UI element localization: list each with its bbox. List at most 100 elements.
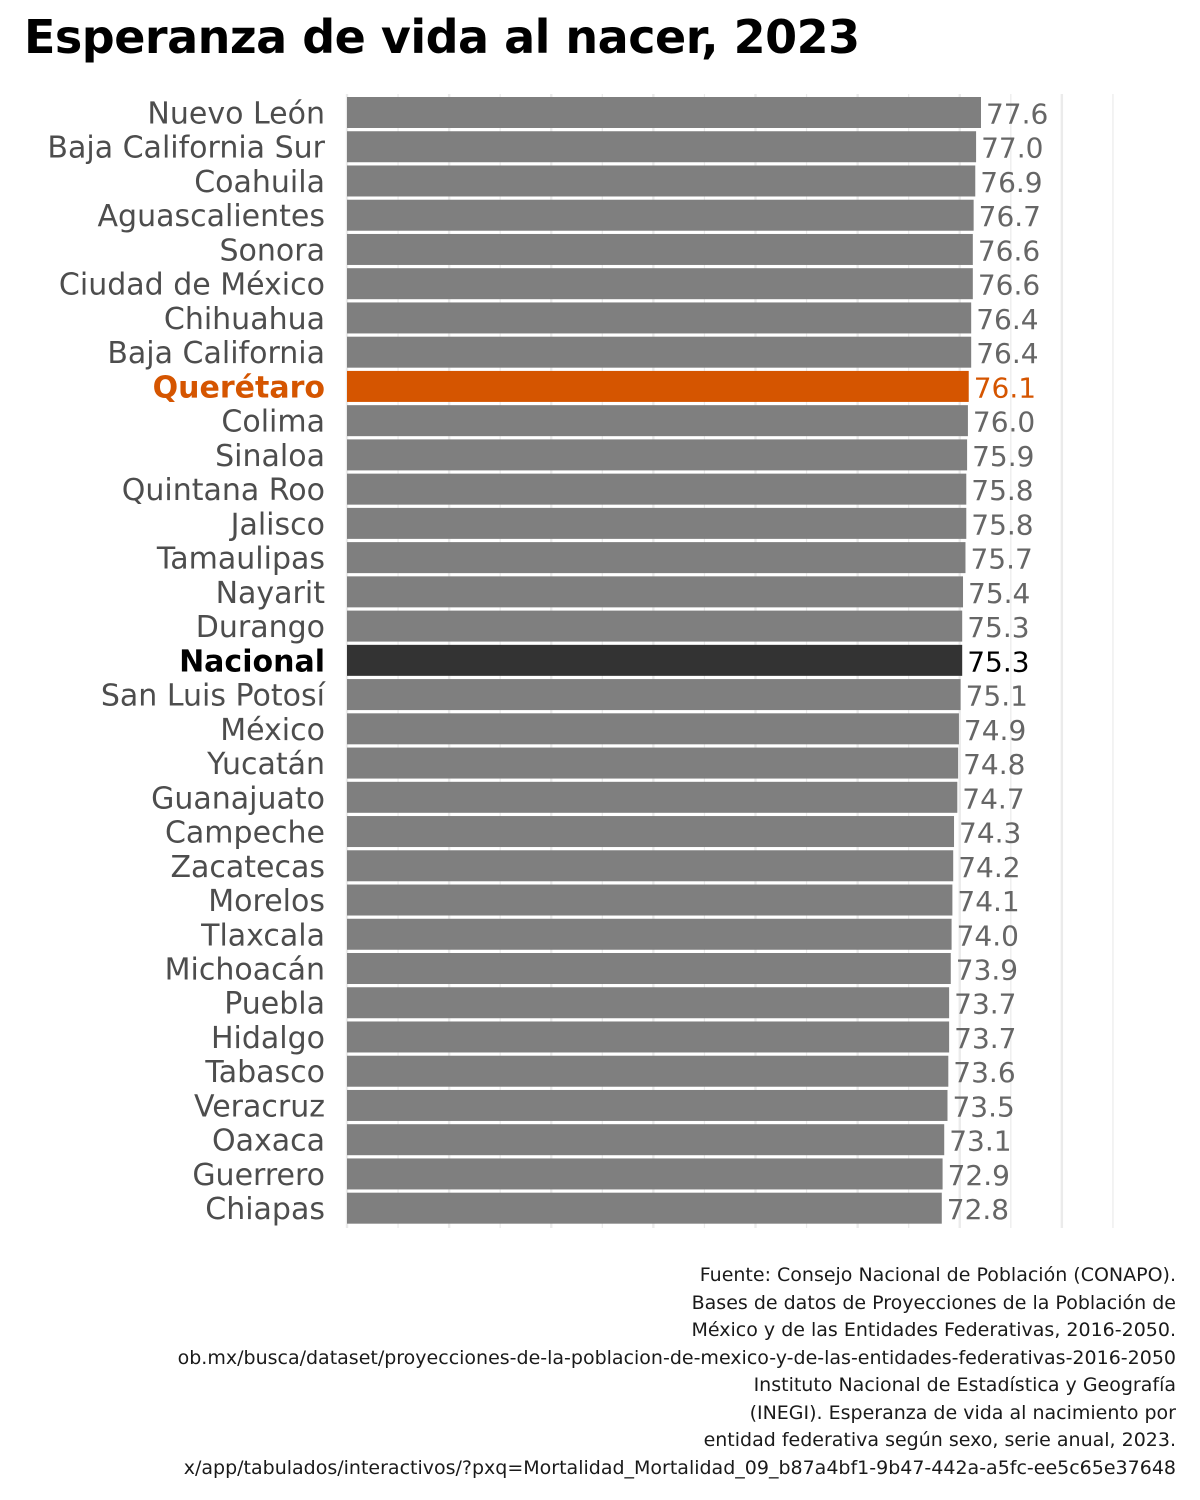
value-label: 77.0	[981, 132, 1043, 165]
category-label: Yucatán	[206, 747, 325, 782]
category-label: Sinaloa	[215, 439, 325, 474]
value-label: 75.9	[972, 440, 1034, 473]
source-line: Bases de datos de Proyecciones de la Pob…	[691, 1291, 1176, 1314]
category-label: Querétaro	[153, 370, 325, 405]
value-label: 74.9	[964, 714, 1026, 747]
value-label: 75.4	[968, 577, 1030, 610]
value-label: 76.0	[973, 406, 1035, 439]
bar	[347, 713, 959, 745]
category-label: Tamaulipas	[156, 542, 325, 577]
bar	[347, 199, 974, 231]
bar	[347, 850, 954, 882]
value-label: 77.6	[986, 98, 1048, 131]
bar	[347, 1158, 943, 1190]
category-label: Tabasco	[204, 1055, 325, 1090]
source-url: ob.mx/busca/dataset/proyecciones-de-la-p…	[177, 1346, 1176, 1369]
value-label: 72.8	[947, 1193, 1009, 1226]
category-label: Morelos	[208, 884, 325, 919]
value-label: 76.6	[978, 269, 1040, 302]
category-label: Puebla	[224, 987, 325, 1022]
category-label: Chihuahua	[164, 302, 325, 337]
value-label: 76.4	[976, 337, 1038, 370]
value-label: 73.7	[954, 1022, 1016, 1055]
bar	[347, 302, 972, 334]
value-label: 76.1	[974, 371, 1036, 404]
category-label: Guerrero	[192, 1158, 325, 1193]
category-label: Oaxaca	[212, 1124, 325, 1159]
category-label: Aguascalientes	[98, 199, 325, 234]
bar	[347, 610, 963, 642]
value-label: 73.9	[956, 954, 1018, 987]
bar	[347, 918, 952, 950]
category-label: Nayarit	[216, 576, 326, 611]
value-label: 74.3	[959, 817, 1021, 850]
value-label: 75.7	[970, 543, 1032, 576]
value-label: 75.3	[967, 645, 1029, 678]
source-line: Fuente: Consejo Nacional de Población (C…	[699, 1264, 1176, 1286]
category-label: San Luis Potosí	[101, 679, 327, 714]
source-line: México y de las Entidades Federativas, 2…	[691, 1319, 1176, 1341]
category-label: Michoacán	[165, 953, 325, 988]
category-label: Veracruz	[194, 1089, 325, 1124]
bar	[347, 507, 967, 539]
category-label: Ciudad de México	[59, 268, 325, 303]
value-label: 75.8	[971, 474, 1033, 507]
bar	[347, 97, 981, 128]
category-label: Nacional	[179, 644, 325, 679]
value-label: 74.1	[957, 885, 1019, 918]
category-label: Coahuila	[194, 165, 325, 200]
category-label: Zacatecas	[170, 850, 325, 885]
category-label: Campeche	[165, 816, 325, 851]
bar	[347, 370, 969, 402]
bar	[347, 1124, 945, 1156]
bar	[347, 987, 950, 1019]
value-label: 76.7	[979, 200, 1041, 233]
bar	[347, 405, 968, 437]
category-label: México	[220, 713, 325, 748]
bar	[347, 439, 968, 471]
bar	[347, 781, 958, 813]
bar	[347, 747, 959, 779]
chart-title: Esperanza de vida al nacer, 2023	[24, 10, 860, 64]
bar	[347, 165, 976, 197]
category-label: Baja California	[107, 336, 325, 371]
source-line: Instituto Nacional de Estadística y Geog…	[753, 1374, 1176, 1396]
value-label: 75.8	[971, 508, 1033, 541]
category-label: Jalisco	[229, 507, 325, 542]
bar	[347, 233, 973, 265]
category-label: Quintana Roo	[122, 473, 325, 508]
bar	[347, 816, 955, 848]
bar	[347, 1192, 942, 1224]
value-labels: 77.677.076.976.776.676.676.476.476.176.0…	[947, 98, 1049, 1227]
bar	[347, 644, 963, 676]
value-label: 74.0	[957, 919, 1019, 952]
value-label: 76.6	[978, 234, 1040, 267]
value-label: 75.3	[967, 611, 1029, 644]
bar	[347, 336, 972, 368]
bar	[347, 1089, 948, 1121]
bar	[347, 131, 977, 163]
value-label: 73.5	[952, 1090, 1014, 1123]
value-label: 74.8	[963, 748, 1025, 781]
category-label: Sonora	[220, 233, 325, 268]
bar	[347, 473, 967, 505]
category-label: Hidalgo	[211, 1021, 325, 1056]
bar	[347, 884, 953, 916]
bar	[347, 1021, 950, 1053]
value-label: 73.6	[953, 1056, 1015, 1089]
bar	[347, 268, 973, 300]
value-label: 75.1	[966, 680, 1028, 713]
value-label: 74.7	[962, 782, 1024, 815]
bar	[347, 1055, 949, 1087]
bar	[347, 576, 964, 608]
value-label: 72.9	[948, 1159, 1010, 1192]
value-label: 76.4	[976, 303, 1038, 336]
value-label: 74.2	[958, 851, 1020, 884]
category-label: Baja California Sur	[47, 131, 325, 166]
source-url: x/app/tabulados/interactivos/?pxq=Mortal…	[183, 1456, 1176, 1479]
category-label: Guanajuato	[151, 781, 325, 816]
source-line: (INEGI). Esperanza de vida al nacimiento…	[749, 1401, 1176, 1424]
value-label: 73.7	[954, 988, 1016, 1021]
